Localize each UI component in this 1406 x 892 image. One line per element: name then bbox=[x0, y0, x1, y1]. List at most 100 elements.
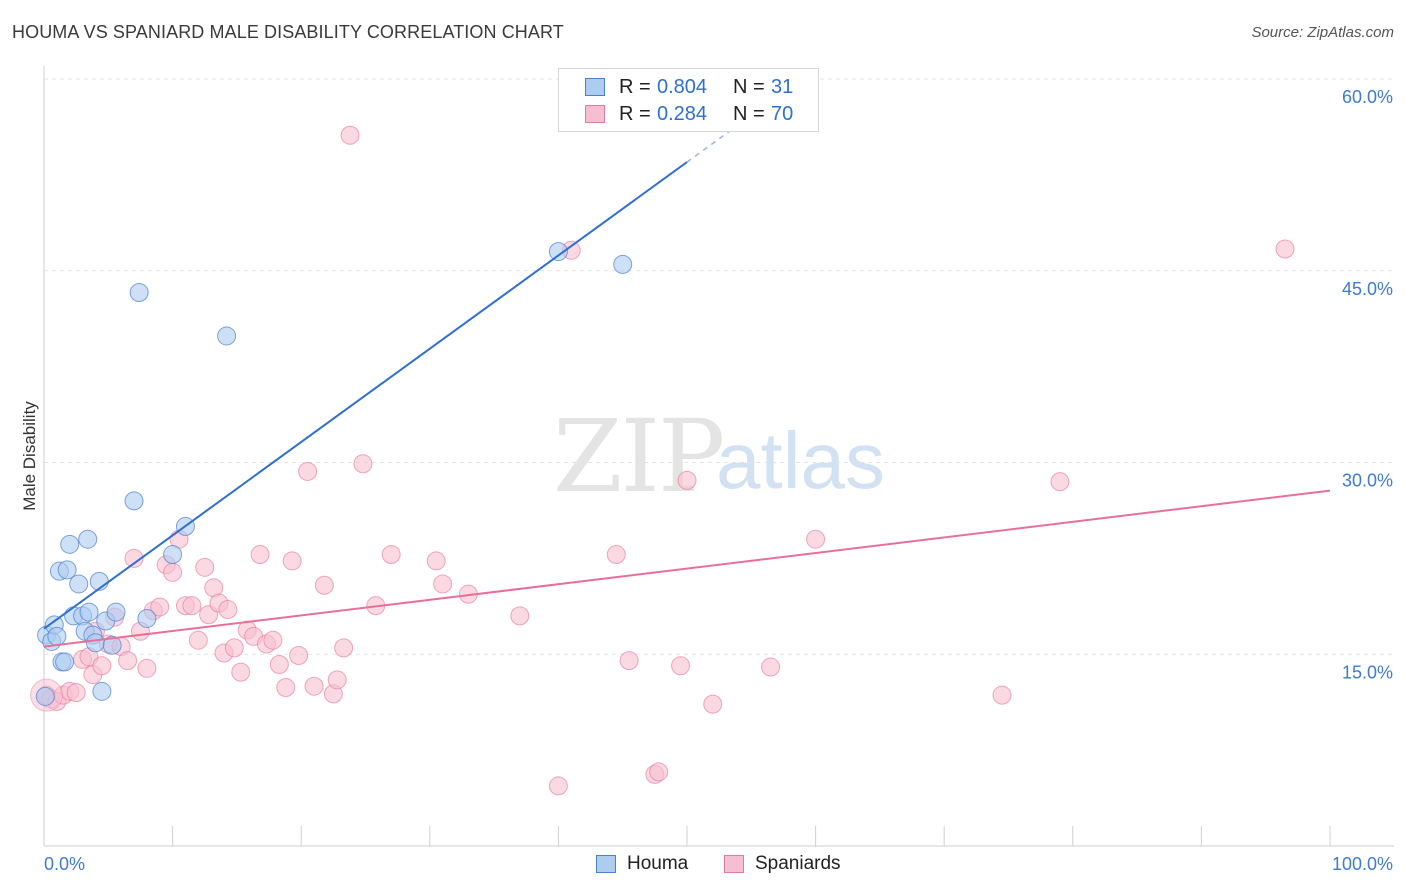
houma-point bbox=[47, 626, 67, 646]
spaniards-point bbox=[269, 654, 289, 674]
spaniards-point bbox=[218, 600, 238, 620]
y-axis-title: Male Disability bbox=[20, 401, 39, 511]
spaniards-point bbox=[671, 656, 691, 676]
spaniards-r-value: 0.284 bbox=[657, 102, 708, 125]
houma-point bbox=[35, 686, 55, 706]
houma-point bbox=[85, 633, 105, 653]
bottom-houma-label: Houma bbox=[627, 853, 689, 874]
source-label: Source: ZipAtlas.com bbox=[1251, 24, 1394, 41]
houma-point bbox=[217, 326, 237, 346]
spaniards-point bbox=[677, 470, 697, 490]
bottom-houma-swatch bbox=[596, 855, 616, 873]
spaniards-point bbox=[250, 545, 270, 565]
spaniards-n-value: 70 bbox=[771, 102, 794, 125]
houma-point bbox=[124, 491, 144, 511]
spaniards-r-label: R = bbox=[619, 102, 651, 125]
spaniards-point bbox=[334, 638, 354, 658]
spaniards-trend-line bbox=[43, 489, 1331, 648]
bottom-legend-houma: Houma bbox=[596, 852, 688, 876]
spaniards-point bbox=[314, 575, 334, 595]
y-tick-label: 60.0% bbox=[1342, 87, 1393, 107]
houma-point bbox=[163, 545, 183, 565]
spaniards-point bbox=[353, 454, 373, 474]
spaniards-point bbox=[1275, 239, 1295, 259]
spaniards-point bbox=[340, 125, 360, 145]
houma-point bbox=[55, 652, 75, 672]
spaniards-point bbox=[426, 551, 446, 571]
spaniards-point bbox=[649, 762, 669, 782]
houma-trend-line bbox=[43, 161, 688, 630]
spaniards-point bbox=[806, 529, 826, 549]
spaniards-points bbox=[30, 125, 1295, 796]
spaniards-point bbox=[263, 630, 283, 650]
spaniards-point bbox=[224, 638, 244, 658]
spaniards-point bbox=[433, 574, 453, 594]
spaniards-point bbox=[182, 596, 202, 616]
bottom-legend-spaniards: Spaniards bbox=[724, 852, 841, 876]
houma-point bbox=[57, 560, 77, 580]
houma-n-value: 31 bbox=[771, 75, 794, 98]
spaniards-point bbox=[276, 677, 296, 697]
spaniards-point bbox=[304, 676, 324, 696]
y-tick-label: 15.0% bbox=[1342, 662, 1393, 682]
axis-labels: 15.0% 30.0% 45.0% 60.0% 0.0% 100.0% Male Disab… bbox=[20, 87, 1393, 874]
spaniards-point bbox=[1050, 472, 1070, 492]
houma-r-label: R = bbox=[619, 75, 651, 98]
houma-point bbox=[137, 608, 157, 628]
chart-title: HOUMA VS SPANIARD MALE DISABILITY CORREL… bbox=[12, 22, 564, 42]
spaniards-point bbox=[231, 662, 251, 682]
legend-row-houma: R = 0.804 N = 31 bbox=[585, 75, 793, 99]
houma-point bbox=[79, 602, 99, 622]
houma-point bbox=[548, 242, 568, 262]
spaniards-point bbox=[548, 776, 568, 796]
houma-point bbox=[69, 574, 89, 594]
spaniards-point bbox=[298, 461, 318, 481]
spaniards-point bbox=[150, 597, 170, 617]
spaniards-n-label: N = bbox=[733, 102, 765, 125]
houma-r-value: 0.804 bbox=[657, 75, 708, 98]
y-tick-label: 30.0% bbox=[1342, 471, 1393, 491]
houma-n-label: N = bbox=[733, 75, 765, 98]
watermark-atlas: atlas bbox=[716, 416, 885, 505]
legend-row-spaniards: R = 0.284 N = 70 bbox=[585, 102, 793, 126]
bottom-spaniards-label: Spaniards bbox=[755, 853, 841, 874]
axes bbox=[43, 66, 1394, 847]
watermark-zip: ZIP bbox=[553, 398, 725, 515]
houma-point bbox=[613, 254, 633, 274]
spaniards-point bbox=[703, 694, 723, 714]
spaniards-point bbox=[92, 656, 112, 676]
houma-point bbox=[129, 282, 149, 302]
y-tick-label: 45.0% bbox=[1342, 279, 1393, 299]
spaniards-point bbox=[163, 562, 183, 582]
spaniards-point bbox=[282, 551, 302, 571]
spaniards-point bbox=[510, 606, 530, 626]
spaniards-swatch bbox=[585, 105, 605, 123]
spaniards-point bbox=[327, 670, 347, 690]
x-tick-label-max: 100.0% bbox=[1332, 854, 1393, 874]
trend-lines bbox=[43, 124, 1331, 648]
spaniards-point bbox=[761, 657, 781, 677]
spaniards-point bbox=[606, 545, 626, 565]
spaniards-point bbox=[195, 557, 215, 577]
houma-swatch bbox=[585, 78, 605, 96]
spaniards-point bbox=[124, 548, 144, 568]
spaniards-point bbox=[619, 651, 639, 671]
spaniards-point bbox=[118, 651, 138, 671]
spaniards-point bbox=[289, 646, 309, 666]
spaniards-point bbox=[66, 683, 86, 703]
spaniards-point bbox=[188, 630, 208, 650]
x-tick-label-min: 0.0% bbox=[44, 854, 85, 874]
spaniards-point bbox=[137, 658, 157, 678]
houma-point bbox=[78, 529, 98, 549]
spaniards-point bbox=[992, 685, 1012, 705]
houma-point bbox=[92, 681, 112, 701]
houma-point bbox=[102, 635, 122, 655]
correlation-legend: R = 0.804 N = 31 R = 0.284 N = 70 bbox=[558, 68, 819, 132]
houma-point bbox=[60, 534, 80, 554]
bottom-spaniards-swatch bbox=[724, 855, 744, 873]
grid-lines bbox=[44, 78, 1394, 655]
spaniards-point bbox=[381, 545, 401, 565]
houma-points bbox=[35, 242, 633, 706]
houma-point bbox=[106, 602, 126, 622]
